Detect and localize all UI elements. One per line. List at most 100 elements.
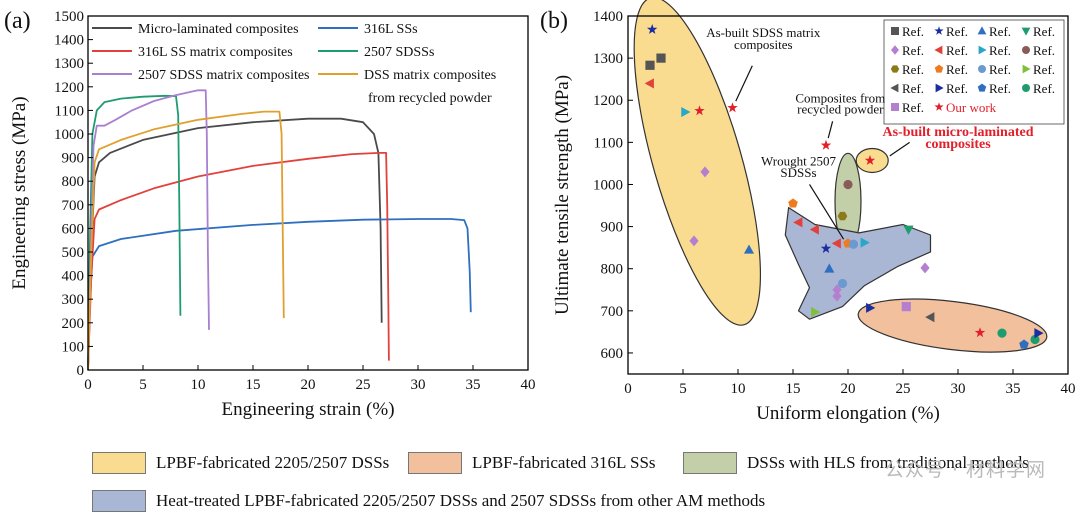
y-tick-label-b-0: 600 (601, 346, 624, 362)
series-line-a-4 (87, 89, 210, 371)
data-point-b-30 (901, 302, 911, 312)
legend-marker-b-17 (934, 102, 944, 111)
annotation-arrow-micro-laminated (889, 141, 910, 157)
legend-label-b-15: Ref. (1033, 81, 1055, 96)
series-line-a-0 (87, 117, 383, 371)
y-tick-label-b-5: 1100 (594, 135, 623, 151)
x-tick-label-b-2: 10 (731, 381, 746, 397)
data-point-b-25 (832, 290, 842, 302)
data-point-b-15 (793, 217, 803, 228)
legend-label-b-11: Ref. (1033, 62, 1055, 77)
x-tick-label-b-6: 30 (951, 381, 966, 397)
legend-label-a-1: 316L SSs (364, 22, 418, 37)
legend-label-a-4: 2507 SDSS matrix composites (138, 68, 310, 83)
legend-label-b-17: Our work (946, 100, 997, 115)
x-tick-label-b-0: 0 (624, 381, 632, 397)
x-tick-label-b-5: 25 (896, 381, 911, 397)
region-legend-label: LPBF-fabricated 2205/2507 DSSs (156, 453, 390, 472)
legend-marker-b-6 (978, 45, 987, 55)
region-legend-label: DSSs with HLS from traditional methods (747, 453, 1029, 472)
annotation-recycled-line2: recycled powder (797, 102, 884, 117)
legend-marker-b-13 (935, 83, 944, 93)
x-tick-label-a-3: 15 (246, 377, 261, 393)
x-axis-label-a: Engineering strain (%) (221, 399, 394, 420)
data-point-b-12 (843, 179, 853, 190)
y-axis-label-a: Engineering stress (MPa) (9, 96, 30, 289)
series-line-a-5 (87, 110, 285, 371)
legend-label-a-2: 316L SS matrix composites (138, 45, 293, 60)
y-tick-label-b-6: 1200 (593, 93, 623, 109)
legend-label-b-10: Ref. (989, 62, 1011, 77)
annotation-arrow-recycled (827, 121, 834, 139)
legend-marker-b-11 (1022, 64, 1031, 74)
y-axis-label-b: Ultimate tensile strength (MPa) (552, 75, 573, 315)
data-point-b-17 (831, 238, 841, 249)
data-point-b-22 (903, 225, 914, 235)
y-tick-label-a-3: 300 (62, 292, 85, 308)
legend-marker-b-5 (934, 45, 943, 55)
legend-label-a-5: DSS matrix composites (364, 68, 496, 83)
region-swatch-lpbf-dss (92, 452, 146, 474)
series-line-a-1 (87, 218, 472, 371)
data-point-b-1 (656, 53, 666, 63)
data-point-b-20 (848, 239, 859, 249)
data-point-b-14 (788, 198, 798, 208)
data-point-b-5 (694, 105, 705, 116)
legend-label-b-8: Ref. (902, 62, 924, 77)
data-point-b-7 (700, 166, 710, 178)
data-point-b-16 (809, 224, 819, 235)
legend-marker-b-16 (891, 103, 899, 111)
legend-label-b-4: Ref. (902, 43, 924, 58)
annotation-arrow-sdss-matrix (735, 65, 753, 102)
region-layer (633, 0, 1048, 353)
y-tick-label-a-12: 1200 (54, 80, 84, 96)
y-tick-label-a-14: 1400 (54, 33, 84, 49)
figure: 0100200300400500600700800900100011001200… (4, 0, 1076, 424)
legend-marker-b-3 (1021, 27, 1031, 36)
y-tick-label-a-15: 1500 (54, 9, 84, 25)
legend-label-b-6: Ref. (989, 43, 1011, 58)
x-axis-label-b: Uniform elongation (%) (756, 403, 940, 424)
data-point-b-36 (1034, 328, 1044, 339)
data-point-b-34 (1019, 339, 1029, 349)
x-tick-label-a-2: 10 (191, 377, 206, 393)
x-tick-label-a-5: 25 (356, 377, 371, 393)
series-line-a-2 (87, 152, 390, 371)
region-lpbf-316l (857, 298, 1048, 353)
annotation-recycled: Composites from (795, 90, 885, 105)
legend-marker-b-4 (891, 45, 899, 55)
legend-label-b-12: Ref. (902, 81, 924, 96)
region-swatch-heat-treated (92, 490, 146, 512)
legend-marker-b-15 (1022, 84, 1030, 92)
legend-marker-b-0 (891, 27, 899, 35)
annotation-micro-laminated: As-built micro-laminated (882, 125, 1033, 140)
x-tick-label-b-8: 40 (1061, 381, 1076, 397)
legend-label-b-2: Ref. (989, 24, 1011, 39)
annotation-sdss-matrix: As-built SDSS matrix (706, 25, 821, 40)
annotation-wrought-line2: SDSSs (780, 165, 816, 180)
panel-a: 0100200300400500600700800900100011001200… (4, 8, 536, 420)
data-point-b-6 (727, 102, 738, 113)
y-tick-label-b-4: 1000 (593, 177, 623, 193)
x-tick-label-b-4: 20 (841, 381, 856, 397)
data-point-b-32 (974, 327, 986, 338)
annotation-wrought: Wrought 2507 (761, 154, 836, 169)
legend-marker-b-7 (1022, 46, 1030, 54)
data-point-b-18 (820, 243, 832, 253)
x-tick-label-b-7: 35 (1006, 381, 1021, 397)
legend-label-b-14: Ref. (989, 81, 1011, 96)
legend-marker-b-14 (977, 83, 987, 92)
legend-label-b-9: Ref. (946, 62, 968, 77)
data-point-b-9 (743, 244, 755, 254)
legend-label-b-0: Ref. (902, 24, 924, 39)
panel-label-b: (b) (540, 8, 568, 34)
data-point-b-23 (824, 263, 835, 273)
legend-marker-b-2 (977, 26, 987, 35)
region-legend-item-lpbf-316l: LPBF-fabricated 316L SSs (408, 452, 656, 474)
y-tick-label-a-2: 200 (62, 316, 85, 332)
y-tick-label-a-7: 700 (62, 198, 85, 214)
region-legend-item-hls: DSSs with HLS from traditional methods (683, 452, 1029, 474)
x-tick-label-b-1: 5 (679, 381, 687, 397)
region-swatch-hls (683, 452, 737, 474)
annotation-arrow-wrought (808, 184, 845, 240)
